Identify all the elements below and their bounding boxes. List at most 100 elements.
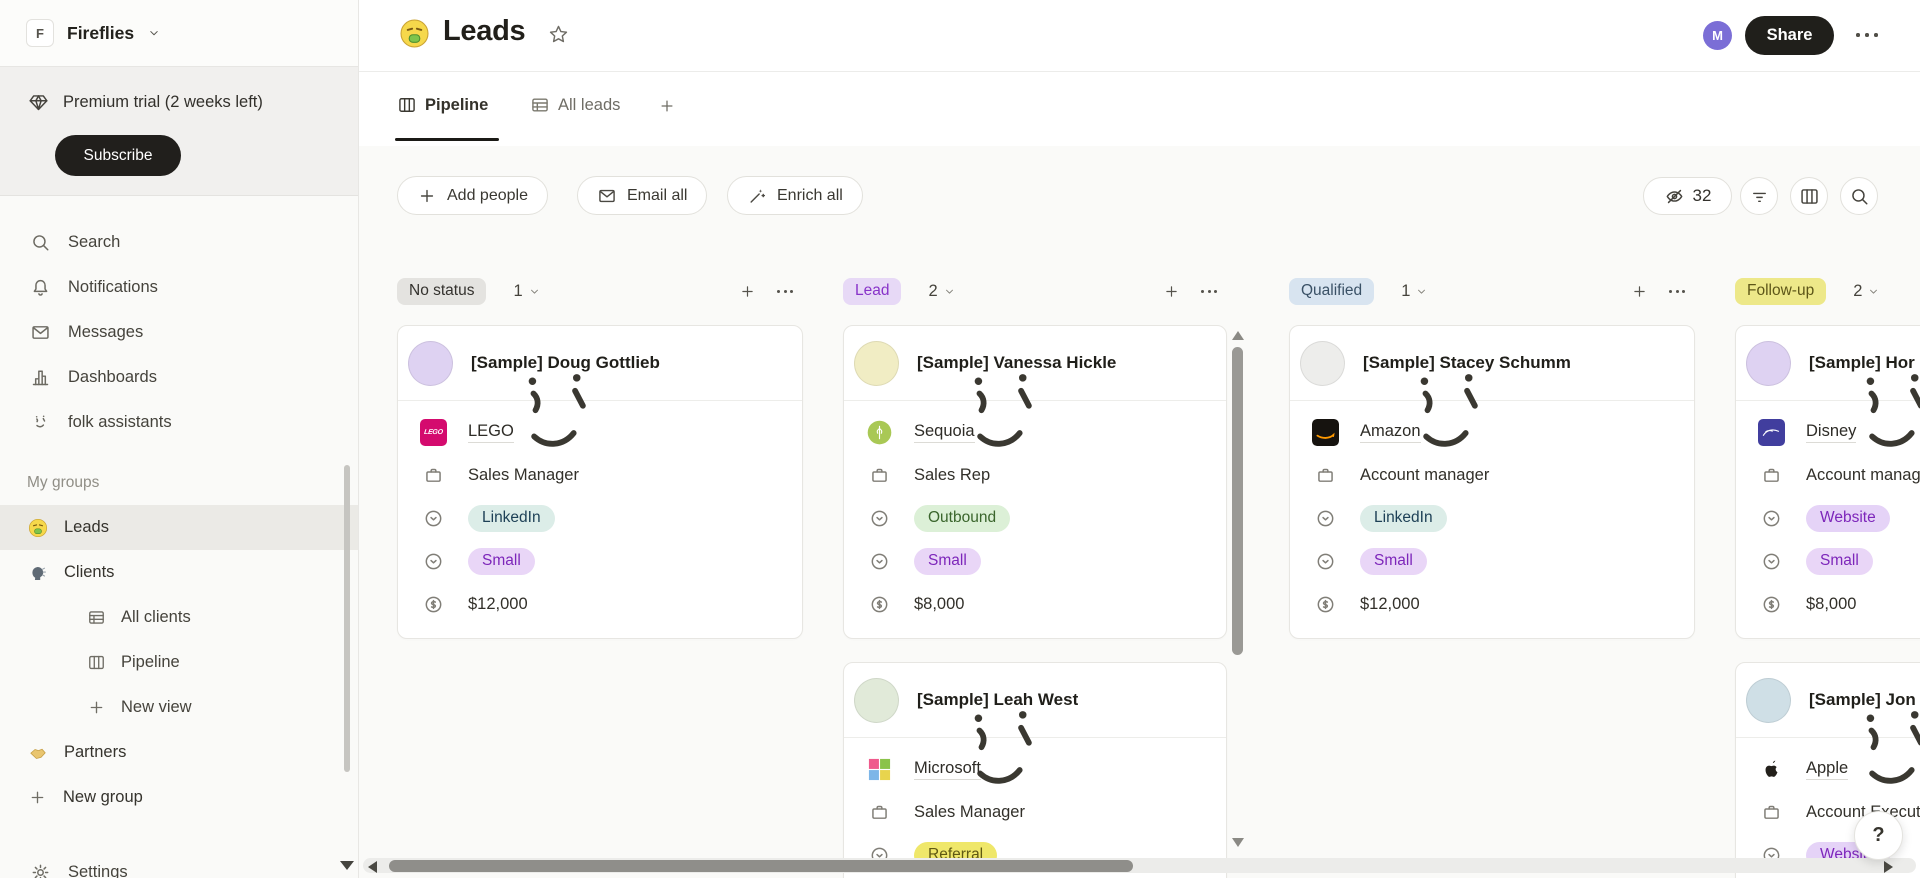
horizontal-scrollbar-thumb[interactable] (389, 860, 1133, 872)
horizontal-scroll-right-arrow[interactable] (1884, 861, 1893, 873)
lead-card-vanessa-hickle[interactable]: [Sample] Vanessa Hickle Sequoia Sales Re… (843, 325, 1227, 639)
sidebar-item-settings[interactable]: Settings (0, 850, 359, 878)
amount-field[interactable]: $8,000 (1736, 583, 1920, 626)
column-count[interactable]: 1 (1401, 281, 1411, 300)
size-field[interactable]: Small (1736, 540, 1920, 583)
sidebar-group-clients[interactable]: Clients (0, 550, 358, 595)
status-pill[interactable]: Follow-up (1735, 277, 1827, 305)
company-field[interactable]: Sequoia (844, 411, 1216, 454)
tag-pill[interactable]: Small (468, 548, 535, 575)
email-all-button[interactable]: Email all (577, 176, 708, 215)
sidebar-group-partners[interactable]: Partners (0, 730, 358, 775)
amount-field[interactable]: $8,000 (844, 583, 1216, 626)
search-records-button[interactable] (1840, 177, 1878, 215)
card-header[interactable]: [Sample] Jon (1736, 663, 1920, 737)
add-card-icon[interactable] (1631, 283, 1648, 300)
horizontal-scroll-left-arrow[interactable] (368, 861, 377, 873)
chevron-down-icon[interactable] (1415, 285, 1428, 298)
filter-button[interactable] (1740, 177, 1778, 215)
user-avatar[interactable]: M (1703, 21, 1732, 50)
amount-field[interactable]: $12,000 (1290, 583, 1684, 626)
role-field[interactable]: Sales Rep (844, 454, 1216, 497)
tag-pill[interactable]: LinkedIn (468, 505, 555, 532)
column-menu-icon[interactable] (1201, 289, 1217, 293)
role-field[interactable]: Sales Manager (398, 454, 792, 497)
tab-pipeline[interactable]: Pipeline (397, 95, 488, 115)
sidebar-item-dashboards[interactable]: Dashboards (0, 355, 358, 400)
company-field[interactable]: Disney (1736, 411, 1920, 454)
chevron-down-icon[interactable] (943, 285, 956, 298)
tag-pill[interactable]: Small (1360, 548, 1427, 575)
role-field[interactable]: Account manager (1736, 454, 1920, 497)
source-field[interactable]: LinkedIn (398, 497, 792, 540)
size-field[interactable]: Small (398, 540, 792, 583)
company-field[interactable]: Amazon (1290, 411, 1684, 454)
status-pill[interactable]: Qualified (1289, 277, 1375, 305)
sidebar-item-folk-assistants[interactable]: folk assistants (0, 400, 358, 445)
role-field[interactable]: Account manager (1290, 454, 1684, 497)
lead-card-hor[interactable]: [Sample] Hor Disney Account manager Webs… (1735, 325, 1920, 639)
sidebar-group-leads[interactable]: Leads (0, 505, 358, 550)
hidden-fields-button[interactable]: 32 (1643, 177, 1732, 215)
help-button[interactable]: ? (1854, 811, 1903, 860)
tag-pill[interactable]: Small (1806, 548, 1873, 575)
sidebar-new-group[interactable]: New group (0, 775, 358, 820)
company-field[interactable]: Apple (1736, 748, 1920, 791)
tag-pill[interactable]: Small (914, 548, 981, 575)
status-pill[interactable]: Lead (843, 277, 902, 305)
card-header[interactable]: [Sample] Leah West (844, 663, 1226, 737)
company-link[interactable]: Microsoft (914, 759, 981, 780)
tag-pill[interactable]: Website (1806, 505, 1890, 532)
size-field[interactable]: Small (844, 540, 1216, 583)
company-link[interactable]: Amazon (1360, 422, 1421, 443)
enrich-all-button[interactable]: Enrich all (727, 176, 863, 215)
tag-pill[interactable]: Outbound (914, 505, 1011, 532)
source-field[interactable]: Website (1736, 497, 1920, 540)
company-field[interactable]: Microsoft (844, 748, 1216, 791)
company-link[interactable]: Disney (1806, 422, 1857, 443)
workspace-switcher[interactable]: F Fireflies (0, 0, 358, 66)
board-view-button[interactable] (1790, 177, 1828, 215)
sidebar-view-pipeline[interactable]: Pipeline (0, 640, 358, 685)
tag-pill[interactable]: LinkedIn (1360, 505, 1447, 532)
share-button[interactable]: Share (1745, 16, 1834, 55)
source-field[interactable]: LinkedIn (1290, 497, 1684, 540)
card-header[interactable]: [Sample] Vanessa Hickle (844, 326, 1226, 400)
sidebar-scrollbar-thumb[interactable] (344, 465, 350, 772)
add-card-icon[interactable] (1163, 283, 1180, 300)
sidebar-item-messages[interactable]: Messages (0, 310, 358, 355)
size-field[interactable]: Small (1290, 540, 1684, 583)
sidebar-view-all-clients[interactable]: All clients (0, 595, 358, 640)
column-count[interactable]: 1 (513, 281, 523, 300)
column-menu-icon[interactable] (1669, 289, 1685, 293)
subscribe-button[interactable]: Subscribe (55, 135, 181, 176)
column-count[interactable]: 2 (928, 281, 938, 300)
add-people-button[interactable]: Add people (397, 176, 548, 215)
card-header[interactable]: [Sample] Doug Gottlieb (398, 326, 802, 400)
column-count[interactable]: 2 (1853, 281, 1863, 300)
sidebar-item-notifications[interactable]: Notifications (0, 265, 358, 310)
company-field[interactable]: LEGO LEGO (398, 411, 792, 454)
status-pill[interactable]: No status (397, 277, 487, 305)
company-link[interactable]: Sequoia (914, 422, 975, 443)
lead-card-leah-west[interactable]: [Sample] Leah West Microsoft Sales Manag… (843, 662, 1227, 878)
lead-column-scroll-down-arrow[interactable] (1232, 838, 1244, 847)
lead-card-stacey-schumm[interactable]: [Sample] Stacey Schumm Amazon Account ma… (1289, 325, 1695, 639)
company-link[interactable]: Apple (1806, 759, 1849, 780)
role-field[interactable]: Sales Manager (844, 791, 1216, 834)
add-view-icon[interactable] (658, 97, 676, 115)
sidebar-item-search[interactable]: Search (0, 220, 358, 265)
lead-column-scroll-up-arrow[interactable] (1232, 331, 1244, 340)
add-card-icon[interactable] (739, 283, 756, 300)
amount-field[interactable]: $12,000 (398, 583, 792, 626)
card-header[interactable]: [Sample] Hor (1736, 326, 1920, 400)
star-icon[interactable] (547, 23, 570, 46)
sidebar-new-view[interactable]: New view (0, 685, 358, 730)
sidebar-scroll-down-arrow[interactable] (340, 861, 354, 870)
lead-card-doug-gottlieb[interactable]: [Sample] Doug Gottlieb LEGO LEGO Sales M… (397, 325, 803, 639)
chevron-down-icon[interactable] (528, 285, 541, 298)
more-options-icon[interactable] (1856, 33, 1878, 37)
chevron-down-icon[interactable] (1867, 285, 1880, 298)
lead-column-scrollbar-thumb[interactable] (1232, 347, 1243, 655)
card-header[interactable]: [Sample] Stacey Schumm (1290, 326, 1694, 400)
